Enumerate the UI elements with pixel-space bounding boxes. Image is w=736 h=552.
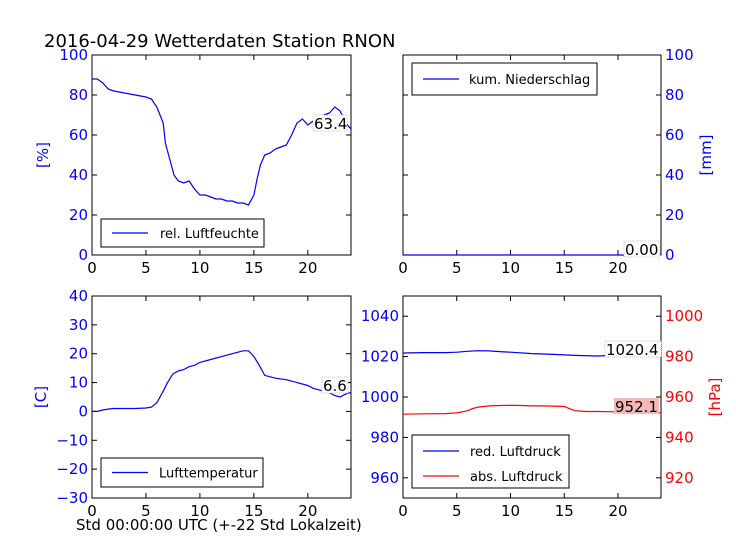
y-tick-label: −20 <box>56 460 88 478</box>
x-tick-label: 0 <box>398 259 408 277</box>
y-tick-label-right: 960 <box>665 388 694 406</box>
y-tick-label-left: 960 <box>370 469 399 487</box>
y-axis-label: [mm] <box>697 135 715 176</box>
y-tick-label-left: 1020 <box>361 348 399 366</box>
x-tick-label: 15 <box>244 259 263 277</box>
last-value-box <box>312 114 348 132</box>
x-tick-label: 20 <box>608 502 627 520</box>
x-tick-label: 10 <box>190 502 209 520</box>
last-value-label: 0.00 <box>625 241 658 259</box>
subplot-humidity: 0 5 10 15 20 0 20 40 60 80 100 [%] 63.4 rel. Luftfeuc… <box>34 46 352 277</box>
x-tick-label: 15 <box>555 259 574 277</box>
x-tick-label: 5 <box>141 502 151 520</box>
y-tick-label: 80 <box>665 86 684 104</box>
last-value-label: 6.6 <box>323 377 347 395</box>
y-tick-label: 100 <box>665 46 694 64</box>
legend-label: kum. Niederschlag <box>469 73 590 88</box>
x-tick-label: 15 <box>244 502 263 520</box>
x-tick-label: 0 <box>87 259 97 277</box>
y-tick-label-left: 1040 <box>361 307 399 325</box>
last-value-box <box>614 398 659 414</box>
y-tick-label: 40 <box>665 166 684 184</box>
y-tick-label-left: 1000 <box>361 388 399 406</box>
y-tick-label: 30 <box>69 316 88 334</box>
legend-label: red. Luftdruck <box>470 445 561 460</box>
y-tick-label: 20 <box>69 345 88 363</box>
x-tick-label: 20 <box>298 259 317 277</box>
y-axis-label: [C] <box>32 386 50 408</box>
y-tick-label-right: 940 <box>665 428 694 446</box>
x-axis-label: Std 00:00:00 UTC (+-22 Std Lokalzeit) <box>76 516 362 534</box>
last-value-box <box>321 376 349 394</box>
plot-frame <box>91 54 352 256</box>
y-axis-label: [%] <box>34 142 52 168</box>
last-value-label: 63.4 <box>314 115 347 133</box>
x-tick-label: 20 <box>608 259 627 277</box>
y-axis-label: [hPa] <box>706 378 724 417</box>
y-tick-label: 60 <box>665 126 684 144</box>
chart-title: 2016-04-29 Wetterdaten Station RNON <box>44 31 396 52</box>
x-tick-label: 15 <box>555 502 574 520</box>
legend-label: Lufttemperatur <box>159 467 258 482</box>
y-tick-label: −30 <box>56 489 88 507</box>
last-value-label: 952.1 <box>615 398 658 416</box>
y-tick-label: 10 <box>69 374 88 392</box>
x-tick-label: 10 <box>190 259 209 277</box>
legend-box <box>411 434 570 489</box>
series-line-temperature-0 <box>92 350 352 412</box>
y-tick-label-left: 980 <box>370 428 399 446</box>
series-line-humidity-0 <box>92 78 352 206</box>
y-tick-label: 0 <box>665 246 675 264</box>
y-tick-label: 80 <box>69 86 88 104</box>
y-tick-label: 20 <box>69 206 88 224</box>
y-tick-label-right: 1000 <box>665 307 703 325</box>
x-tick-label: 20 <box>298 502 317 520</box>
subplot-precipitation: 0 5 10 15 20 0 20 40 60 80 100 [mm] 0.00 kum. Nieders… <box>398 46 715 277</box>
x-tick-label: 5 <box>452 259 462 277</box>
subplot-pressure: 0 5 10 15 20 960 980 1000 1020 1040 920 940 960 980 10… <box>361 295 724 520</box>
last-value-box <box>604 340 662 358</box>
y-tick-label: 40 <box>69 166 88 184</box>
x-tick-label: 0 <box>398 502 408 520</box>
legend-label: rel. Luftfeuchte <box>160 227 259 242</box>
y-tick-label: 0 <box>78 246 88 264</box>
last-value-label: 1020.4 <box>606 341 659 359</box>
subplot-temperature: 0 5 10 15 20 −30 −20 −10 0 10 20 30 40 [C] 6.6 Lufttemp… <box>32 287 352 520</box>
y-tick-label: 0 <box>78 402 88 420</box>
y-tick-label: 20 <box>665 206 684 224</box>
x-tick-label: 10 <box>501 502 520 520</box>
y-tick-label: 40 <box>69 287 88 305</box>
x-tick-label: 0 <box>87 502 97 520</box>
last-value-box <box>623 240 661 258</box>
y-tick-label-right: 980 <box>665 348 694 366</box>
y-tick-label: 60 <box>69 126 88 144</box>
y-tick-label: 100 <box>59 46 88 64</box>
x-tick-label: 10 <box>501 259 520 277</box>
y-tick-label-right: 920 <box>665 469 694 487</box>
x-tick-label: 5 <box>141 259 151 277</box>
plot-frame <box>91 295 352 499</box>
y-tick-label: −10 <box>56 431 88 449</box>
legend-label: abs. Luftdruck <box>470 470 563 485</box>
x-tick-label: 5 <box>452 502 462 520</box>
